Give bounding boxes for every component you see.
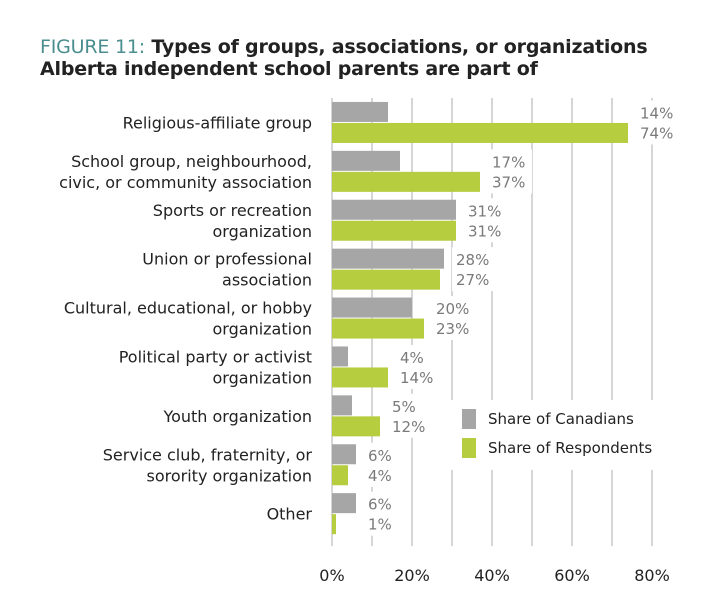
label-background bbox=[364, 491, 408, 536]
label-background bbox=[636, 100, 680, 145]
value-label-canadians: 4% bbox=[400, 349, 424, 367]
label-background bbox=[452, 247, 496, 292]
figure-number: FIGURE 11: bbox=[40, 36, 145, 58]
bar-canadians bbox=[332, 248, 444, 269]
category-label: organization bbox=[213, 368, 312, 387]
value-label-canadians: 20% bbox=[436, 300, 469, 318]
label-background bbox=[396, 344, 440, 389]
bar-respondents bbox=[332, 220, 456, 241]
value-label-respondents: 4% bbox=[368, 467, 392, 485]
value-label-canadians: 17% bbox=[492, 153, 525, 171]
x-tick-label: 0% bbox=[319, 566, 344, 585]
category-label: School group, neighbourhood, bbox=[71, 152, 312, 171]
legend-label: Share of Canadians bbox=[488, 410, 634, 428]
bar-canadians bbox=[332, 346, 348, 367]
bar-canadians bbox=[332, 101, 388, 122]
category-label: Cultural, educational, or hobby bbox=[64, 299, 312, 318]
value-label-respondents: 27% bbox=[456, 271, 489, 289]
value-label-respondents: 12% bbox=[392, 418, 425, 436]
x-tick-label: 20% bbox=[394, 566, 430, 585]
category-label: organization bbox=[213, 320, 312, 339]
label-background bbox=[432, 296, 476, 341]
value-label-respondents: 37% bbox=[492, 173, 525, 191]
category-label: Religious-affiliate group bbox=[123, 113, 312, 132]
label-background bbox=[388, 393, 432, 438]
label-background bbox=[464, 198, 508, 243]
value-label-canadians: 6% bbox=[368, 496, 392, 514]
bar-respondents bbox=[332, 416, 380, 437]
value-label-respondents: 74% bbox=[640, 124, 673, 142]
category-label: Political party or activist bbox=[119, 347, 312, 366]
value-label-canadians: 28% bbox=[456, 251, 489, 269]
category-label: Other bbox=[267, 505, 313, 524]
label-background bbox=[488, 149, 532, 194]
value-label-canadians: 31% bbox=[468, 202, 501, 220]
bar-canadians bbox=[332, 395, 352, 416]
bar-respondents bbox=[332, 269, 440, 290]
bar-respondents bbox=[332, 367, 388, 388]
x-tick-label: 80% bbox=[634, 566, 670, 585]
bar-canadians bbox=[332, 493, 356, 514]
value-label-canadians: 14% bbox=[640, 104, 673, 122]
bar-canadians bbox=[332, 444, 356, 465]
value-label-respondents: 23% bbox=[436, 320, 469, 338]
category-label: Sports or recreation bbox=[153, 201, 312, 220]
x-tick-label: 40% bbox=[474, 566, 510, 585]
legend-label: Share of Respondents bbox=[488, 439, 652, 457]
category-label: Union or professional bbox=[142, 250, 312, 269]
bar-respondents bbox=[332, 465, 348, 486]
legend-swatch bbox=[462, 438, 476, 458]
value-label-respondents: 14% bbox=[400, 369, 433, 387]
bar-canadians bbox=[332, 297, 412, 318]
label-background bbox=[364, 442, 408, 487]
category-label: sorority organization bbox=[147, 466, 312, 485]
category-label: association bbox=[222, 271, 312, 290]
bar-canadians bbox=[332, 150, 400, 171]
category-label: Youth organization bbox=[162, 407, 312, 426]
category-label: Service club, fraternity, or bbox=[103, 445, 313, 464]
value-label-canadians: 6% bbox=[368, 447, 392, 465]
legend-swatch bbox=[462, 409, 476, 429]
value-label-canadians: 5% bbox=[392, 398, 416, 416]
legend-background bbox=[450, 400, 680, 470]
value-label-respondents: 31% bbox=[468, 222, 501, 240]
title-line1: Types of groups, associations, or organi… bbox=[151, 36, 648, 58]
bar-canadians bbox=[332, 199, 456, 220]
category-label: organization bbox=[213, 222, 312, 241]
chart-title: FIGURE 11: Types of groups, associations… bbox=[40, 36, 648, 80]
x-tick-label: 60% bbox=[554, 566, 590, 585]
bar-respondents bbox=[332, 318, 424, 339]
bar-respondents bbox=[332, 122, 628, 143]
bar-respondents bbox=[332, 514, 336, 535]
bar-respondents bbox=[332, 171, 480, 192]
title-line2: Alberta independent school parents are p… bbox=[40, 58, 538, 80]
value-label-respondents: 1% bbox=[368, 516, 392, 534]
category-label: civic, or community association bbox=[59, 173, 312, 192]
